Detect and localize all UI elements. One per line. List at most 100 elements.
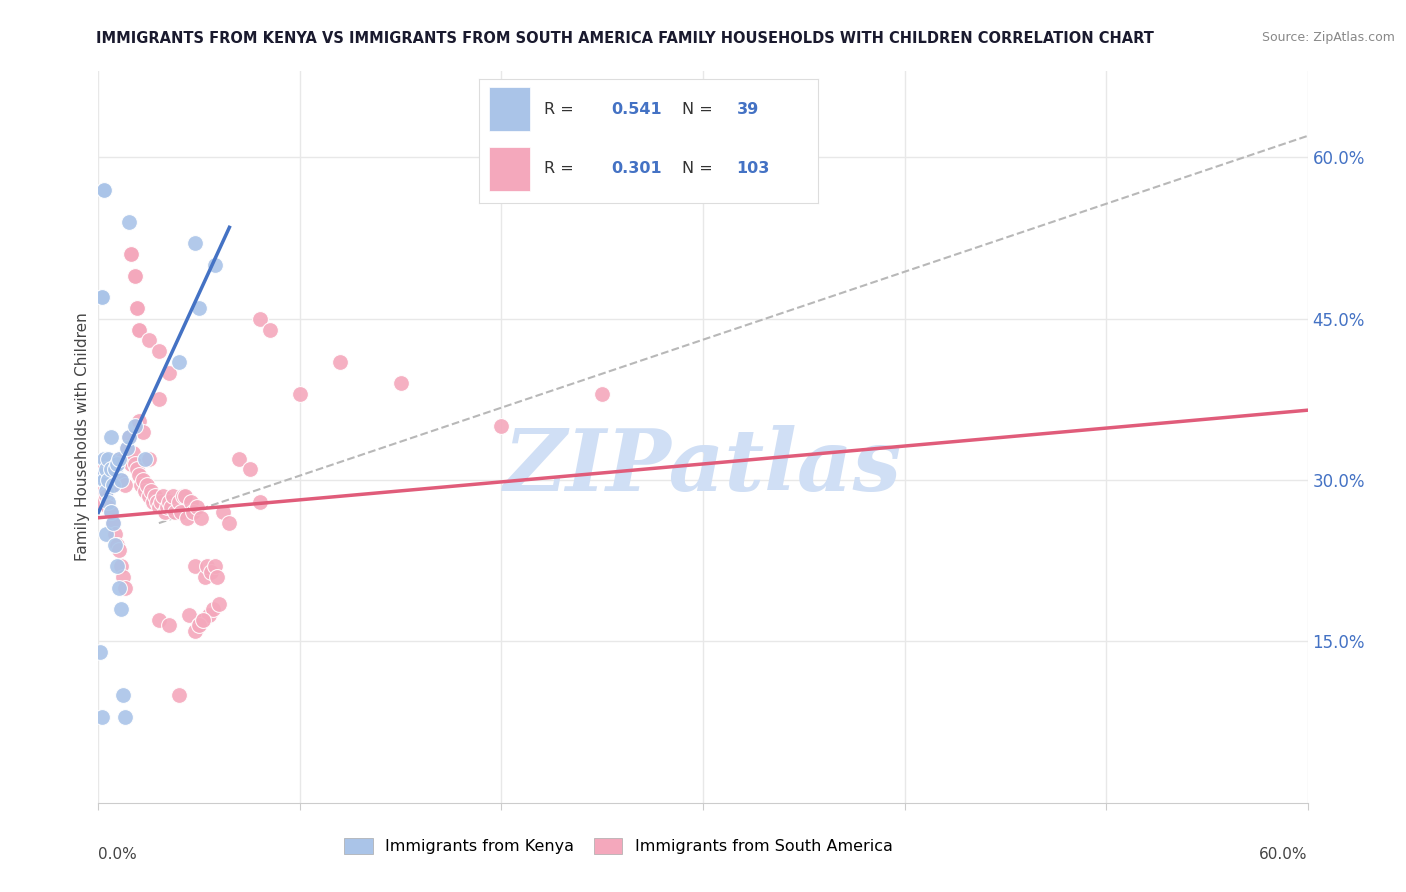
Point bbox=[157, 618, 180, 632]
Point bbox=[103, 527, 125, 541]
Point bbox=[114, 478, 136, 492]
Point bbox=[193, 613, 215, 627]
Point bbox=[143, 489, 166, 503]
Point bbox=[149, 494, 172, 508]
Point bbox=[111, 451, 134, 466]
Point bbox=[160, 500, 183, 514]
Point bbox=[212, 505, 235, 519]
Point bbox=[259, 322, 281, 336]
Point bbox=[93, 483, 115, 498]
Point bbox=[96, 489, 118, 503]
Point bbox=[121, 446, 143, 460]
Point bbox=[184, 559, 207, 574]
Point bbox=[101, 516, 124, 530]
Point bbox=[105, 457, 128, 471]
Point bbox=[97, 473, 120, 487]
Point bbox=[329, 355, 352, 369]
Point bbox=[142, 494, 165, 508]
Point bbox=[118, 451, 141, 466]
Point bbox=[389, 376, 412, 391]
Point bbox=[120, 247, 142, 261]
Point bbox=[128, 414, 150, 428]
Point bbox=[93, 183, 115, 197]
Point bbox=[111, 570, 134, 584]
Point bbox=[162, 489, 184, 503]
Point bbox=[129, 478, 152, 492]
Point bbox=[172, 489, 194, 503]
Point bbox=[134, 451, 156, 466]
Point bbox=[101, 478, 124, 492]
Text: Source: ZipAtlas.com: Source: ZipAtlas.com bbox=[1261, 31, 1395, 45]
Point bbox=[228, 451, 250, 466]
Point bbox=[97, 494, 120, 508]
Point bbox=[114, 581, 136, 595]
Point bbox=[100, 505, 122, 519]
Point bbox=[200, 565, 222, 579]
Point bbox=[188, 618, 211, 632]
Point bbox=[103, 538, 125, 552]
Point bbox=[100, 462, 122, 476]
Point bbox=[91, 290, 114, 304]
Point bbox=[107, 451, 129, 466]
Point bbox=[167, 688, 190, 702]
Point bbox=[167, 355, 190, 369]
Point bbox=[93, 473, 115, 487]
Y-axis label: Family Households with Children: Family Households with Children bbox=[75, 313, 90, 561]
Point bbox=[97, 451, 120, 466]
Point bbox=[202, 602, 225, 616]
Point bbox=[125, 301, 148, 315]
Point bbox=[124, 268, 146, 283]
Point bbox=[91, 290, 114, 304]
Point bbox=[204, 559, 226, 574]
Point bbox=[128, 322, 150, 336]
Text: ZIPatlas: ZIPatlas bbox=[503, 425, 903, 508]
Legend: Immigrants from Kenya, Immigrants from South America: Immigrants from Kenya, Immigrants from S… bbox=[337, 831, 900, 861]
Point bbox=[101, 516, 124, 530]
Point bbox=[103, 462, 125, 476]
Point bbox=[103, 462, 125, 476]
Point bbox=[125, 462, 148, 476]
Point bbox=[239, 462, 262, 476]
Point bbox=[132, 473, 155, 487]
Point bbox=[100, 505, 122, 519]
Point bbox=[115, 441, 138, 455]
Point bbox=[591, 387, 613, 401]
Point bbox=[179, 607, 201, 622]
Point bbox=[124, 268, 146, 283]
Text: IMMIGRANTS FROM KENYA VS IMMIGRANTS FROM SOUTH AMERICA FAMILY HOUSEHOLDS WITH CH: IMMIGRANTS FROM KENYA VS IMMIGRANTS FROM… bbox=[96, 31, 1153, 46]
Point bbox=[100, 462, 122, 476]
Point bbox=[97, 473, 120, 487]
Point bbox=[93, 451, 115, 466]
Point bbox=[491, 419, 513, 434]
Point bbox=[105, 457, 128, 471]
Point bbox=[134, 483, 156, 498]
Point bbox=[153, 505, 176, 519]
Point bbox=[111, 688, 134, 702]
Point bbox=[148, 392, 170, 407]
Text: 60.0%: 60.0% bbox=[1260, 847, 1308, 862]
Point bbox=[107, 543, 129, 558]
Point bbox=[193, 613, 215, 627]
Point bbox=[124, 457, 146, 471]
Point bbox=[146, 494, 169, 508]
Point bbox=[91, 710, 114, 724]
Point bbox=[176, 510, 198, 524]
Point bbox=[138, 451, 160, 466]
Point bbox=[120, 457, 142, 471]
Point bbox=[204, 258, 226, 272]
Point bbox=[180, 494, 202, 508]
Point bbox=[198, 607, 221, 622]
Point bbox=[110, 473, 132, 487]
Point bbox=[249, 311, 271, 326]
Point bbox=[186, 500, 208, 514]
Point bbox=[188, 301, 211, 315]
Point bbox=[184, 236, 207, 251]
Point bbox=[148, 344, 170, 359]
Point bbox=[120, 247, 142, 261]
Point bbox=[89, 645, 111, 659]
Point bbox=[157, 494, 180, 508]
Point bbox=[96, 462, 118, 476]
Point bbox=[100, 430, 122, 444]
Point bbox=[124, 419, 146, 434]
Point bbox=[152, 489, 174, 503]
